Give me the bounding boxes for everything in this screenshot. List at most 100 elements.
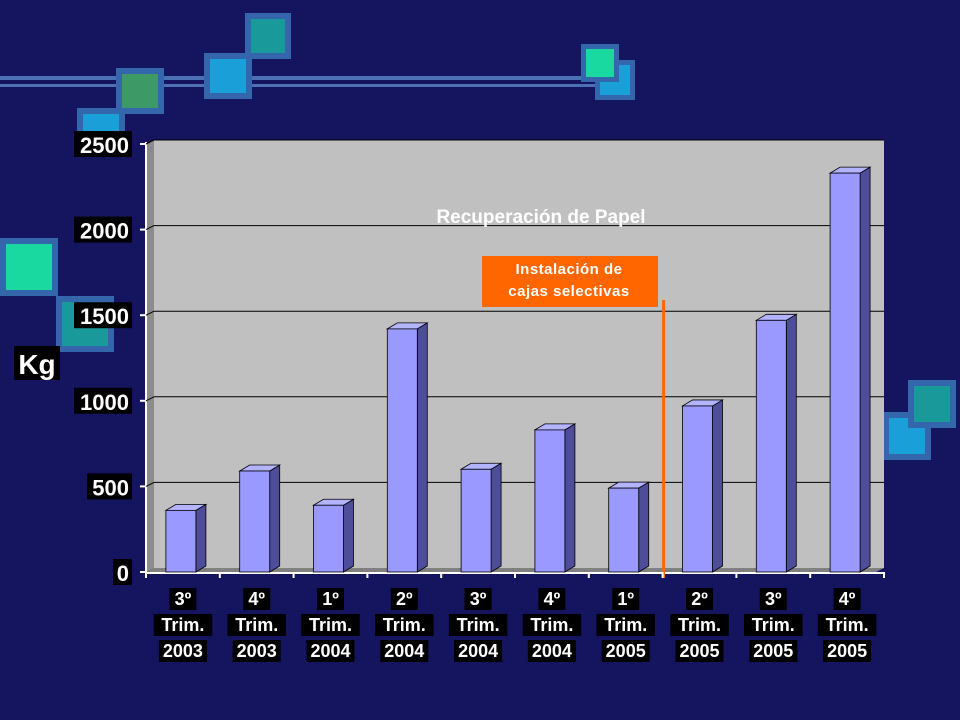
y-tick-label-bg (74, 131, 132, 157)
deco-square (914, 386, 950, 422)
x-tick-label-bg (169, 588, 197, 610)
x-tick-label: Trim. (383, 615, 426, 635)
x-tick-label-bg (232, 640, 281, 662)
y-tick-label-bg (113, 559, 132, 585)
bar (238, 464, 282, 573)
deco-square (586, 49, 614, 77)
x-tick-label-bg (686, 588, 713, 610)
x-tick-label-bg (817, 614, 877, 636)
x-tick-label-bg (380, 640, 429, 662)
x-tick-label-bg (527, 640, 576, 662)
annotation: Instalación de cajas selectivas (482, 256, 666, 578)
x-tick-label: Trim. (604, 615, 647, 635)
x-tick-label-bg (227, 614, 286, 636)
x-tick-label: 2004 (532, 641, 572, 661)
y-tick-label-bg (74, 387, 132, 414)
deco-square (122, 74, 158, 108)
y-tick-label-bg (74, 216, 132, 243)
gridline (145, 225, 155, 231)
y-tick-label: 2000 (80, 219, 129, 244)
x-tick-label: 2005 (753, 641, 793, 661)
bar-front (386, 328, 418, 573)
bar-front (239, 470, 271, 573)
x-tick-label: 4º (839, 589, 856, 609)
chart-title: Recuperación de Papel (436, 207, 645, 228)
bar-side (490, 462, 502, 573)
bar-side (564, 423, 576, 573)
bar (828, 166, 872, 573)
x-tick-label-bg (317, 588, 344, 610)
bar-side (416, 322, 428, 573)
x-tick-label: 2005 (827, 641, 867, 661)
x-tick-label: 3º (470, 589, 487, 609)
y-axis-label-bg (14, 346, 60, 380)
gridline (145, 481, 155, 487)
bar-front (755, 319, 787, 573)
bar (385, 322, 429, 573)
bar (607, 481, 651, 573)
bar-side (712, 399, 723, 573)
bar-front (460, 468, 492, 573)
y-tick-label: 0 (117, 561, 129, 586)
bars (164, 166, 872, 573)
deco-square (6, 244, 52, 290)
x-tick-label-bg (153, 614, 213, 636)
bar-front (682, 405, 713, 573)
bar (754, 313, 798, 573)
gridline (145, 396, 155, 402)
deco-line (0, 76, 620, 80)
x-tick-label-bg (375, 614, 434, 636)
x-tick-label-bg (301, 614, 360, 636)
y-tick-labels: 0 500 1000 1500 2000 2500 (74, 131, 132, 586)
x-tick-label: Trim. (457, 615, 500, 635)
x-tick-label: 2º (691, 589, 708, 609)
annotation-box (482, 256, 658, 307)
bar-side (859, 166, 871, 573)
x-tick-label-bg (744, 614, 803, 636)
x-tick-label-bg (749, 640, 798, 662)
x-tick-label-bg (833, 588, 861, 610)
x-tick-label-bg (390, 588, 418, 610)
bar-side (195, 503, 207, 573)
x-tick-label-bg (454, 640, 503, 662)
x-tick-label: 2005 (679, 641, 719, 661)
x-tick-label: 1º (617, 589, 634, 609)
x-tick-label: 4º (544, 589, 561, 609)
x-tick-label: 1º (322, 589, 339, 609)
x-tick-label-bg (522, 614, 582, 636)
bar-front (829, 172, 861, 573)
x-tick-label: 2004 (310, 641, 350, 661)
bar-front (313, 504, 344, 573)
y-tick-label-bg (87, 473, 132, 500)
y-axis-label-group: Kg (14, 346, 60, 380)
x-tick-label: 2003 (237, 641, 277, 661)
plot-side-wall (146, 140, 154, 572)
x-tick-label: 2004 (384, 641, 424, 661)
bar (533, 423, 577, 573)
x-tick-label: 2004 (458, 641, 498, 661)
y-tick-label: 2500 (80, 133, 129, 158)
x-tick-label: 4º (248, 589, 265, 609)
gridline (145, 139, 155, 145)
y-tick-label: 1500 (80, 304, 129, 329)
x-tick-labels: 3º Trim. 2003 4º Trim. 2003 1º Trim. 2004 2º Trim.… (145, 572, 885, 662)
bar (164, 503, 208, 573)
bar-side (343, 498, 354, 573)
x-tick-label-bg (823, 640, 872, 662)
x-tick-label-bg (601, 640, 650, 662)
x-tick-label: Trim. (235, 615, 278, 635)
bar-side (638, 481, 650, 573)
bar-front (165, 509, 197, 573)
x-tick-label-bg (306, 640, 355, 662)
x-tick-label: Trim. (309, 615, 352, 635)
bar-side (785, 313, 797, 573)
x-tick-label: 3º (175, 589, 192, 609)
x-tick-label: Trim. (161, 615, 204, 635)
y-tick-label: 500 (92, 475, 129, 500)
x-tick-label-bg (596, 614, 655, 636)
y-tick-label: 1000 (80, 390, 129, 415)
annotation-text: Instalación de (515, 261, 622, 278)
x-tick-label-bg (158, 640, 207, 662)
deco-square (210, 59, 246, 93)
x-tick-label-bg (759, 588, 787, 610)
